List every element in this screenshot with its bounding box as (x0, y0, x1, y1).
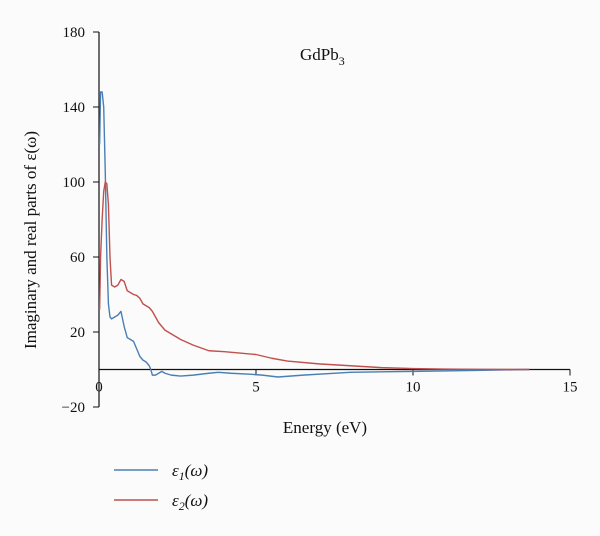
legend-label-series-2: ε2(ω) (172, 491, 208, 513)
y-tick-label: 100 (63, 175, 86, 191)
y-tick-label: −20 (62, 400, 85, 416)
x-tick-label: 10 (406, 380, 421, 396)
series-layer (98, 91, 530, 378)
axes-group: −20 20 60 100 140 180 0 5 10 15 (62, 25, 578, 416)
annotation-subscript: 3 (339, 54, 345, 68)
y-tick-label: 60 (70, 250, 85, 266)
annotation-main: GdPb (300, 45, 339, 64)
x-tick-label: 0 (95, 380, 103, 396)
series-line-1 (98, 91, 530, 378)
legend-label-series-1: ε1(ω) (172, 461, 208, 483)
x-tick-label: 15 (563, 380, 578, 396)
x-axis-title: Energy (eV) (283, 418, 367, 437)
x-tick-label: 5 (252, 380, 260, 396)
y-tick-label: 20 (70, 325, 85, 341)
series-line-2 (98, 181, 530, 371)
y-axis-title: Imaginary and real parts of ε(ω) (21, 131, 40, 349)
y-tick-label: 180 (63, 25, 86, 41)
legend: ε1(ω) ε2(ω) (114, 461, 208, 513)
y-tick-label: 140 (63, 100, 86, 116)
material-annotation: GdPb3 (300, 45, 345, 68)
